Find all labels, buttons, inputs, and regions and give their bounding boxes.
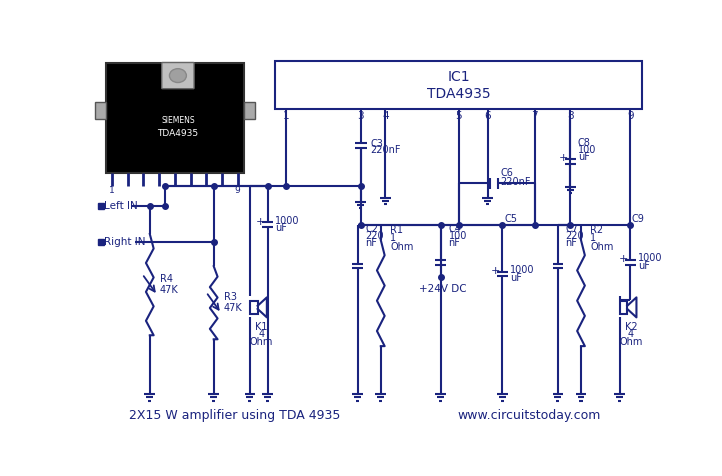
Text: Ohm: Ohm: [619, 337, 643, 347]
Text: +: +: [491, 266, 500, 276]
Text: 220nF: 220nF: [370, 145, 401, 155]
Text: TDA4935: TDA4935: [157, 129, 199, 138]
Text: 1: 1: [591, 233, 596, 243]
Text: 1000: 1000: [510, 265, 535, 275]
Text: 2X15 W amplifier using TDA 4935: 2X15 W amplifier using TDA 4935: [129, 409, 340, 422]
Text: C6: C6: [500, 168, 513, 178]
Text: 1000: 1000: [275, 216, 300, 226]
Text: uF: uF: [638, 261, 650, 271]
Text: 9: 9: [235, 186, 240, 195]
Bar: [95, 102, 106, 119]
Text: +: +: [256, 217, 266, 227]
Bar: [250, 301, 258, 314]
Text: 100: 100: [578, 145, 596, 155]
Text: SIEMENS: SIEMENS: [161, 116, 195, 125]
Text: 6: 6: [484, 110, 491, 120]
Text: 220: 220: [565, 231, 584, 241]
Bar: [619, 301, 627, 314]
Text: K2: K2: [625, 322, 638, 332]
Text: 8: 8: [567, 110, 573, 120]
Text: C2: C2: [365, 224, 378, 234]
Text: C5: C5: [504, 214, 517, 224]
Text: Ohm: Ohm: [250, 337, 273, 347]
Text: R4: R4: [160, 274, 173, 284]
Text: C7: C7: [565, 224, 578, 234]
Text: 4: 4: [628, 329, 634, 339]
Text: uF: uF: [510, 273, 522, 283]
Text: uF: uF: [275, 223, 287, 233]
Text: 47K: 47K: [224, 303, 243, 313]
Text: 3: 3: [357, 110, 364, 120]
Text: Right IN: Right IN: [105, 237, 146, 247]
Text: TDA4935: TDA4935: [427, 87, 490, 101]
Text: nF: nF: [448, 238, 461, 248]
Text: R1: R1: [390, 225, 403, 235]
Text: Left IN: Left IN: [105, 201, 138, 211]
Text: K1: K1: [255, 322, 268, 332]
Text: IC1: IC1: [447, 70, 470, 84]
Ellipse shape: [170, 69, 186, 82]
Text: C9: C9: [632, 214, 645, 224]
Text: www.circuitstoday.com: www.circuitstoday.com: [458, 409, 601, 422]
Text: 100: 100: [448, 231, 467, 241]
Text: 1000: 1000: [638, 254, 663, 264]
Text: +24V DC: +24V DC: [419, 284, 466, 294]
Text: 9: 9: [627, 110, 634, 120]
Text: C4: C4: [448, 224, 461, 234]
Text: 1: 1: [109, 186, 115, 195]
Text: nF: nF: [365, 238, 378, 248]
Bar: [244, 102, 255, 119]
Text: 47K: 47K: [160, 285, 178, 295]
Text: 220nF: 220nF: [500, 177, 531, 187]
Text: Ohm: Ohm: [390, 241, 414, 251]
Text: 220: 220: [365, 231, 384, 241]
Text: 7: 7: [531, 110, 538, 120]
Text: R2: R2: [591, 225, 604, 235]
Text: uF: uF: [578, 152, 590, 162]
Text: 5: 5: [456, 110, 462, 120]
Text: +: +: [559, 153, 568, 163]
Text: 1: 1: [390, 233, 396, 243]
Bar: [106, 63, 244, 173]
Text: 4: 4: [258, 329, 264, 339]
FancyBboxPatch shape: [162, 62, 194, 89]
Text: Ohm: Ohm: [591, 241, 614, 251]
Text: +: +: [619, 254, 628, 264]
Text: C8: C8: [578, 139, 591, 149]
Bar: [275, 61, 642, 109]
Text: C3: C3: [370, 139, 383, 149]
Text: R3: R3: [224, 292, 237, 302]
Text: 4: 4: [382, 110, 388, 120]
Text: 1: 1: [283, 110, 290, 120]
Text: nF: nF: [565, 238, 578, 248]
